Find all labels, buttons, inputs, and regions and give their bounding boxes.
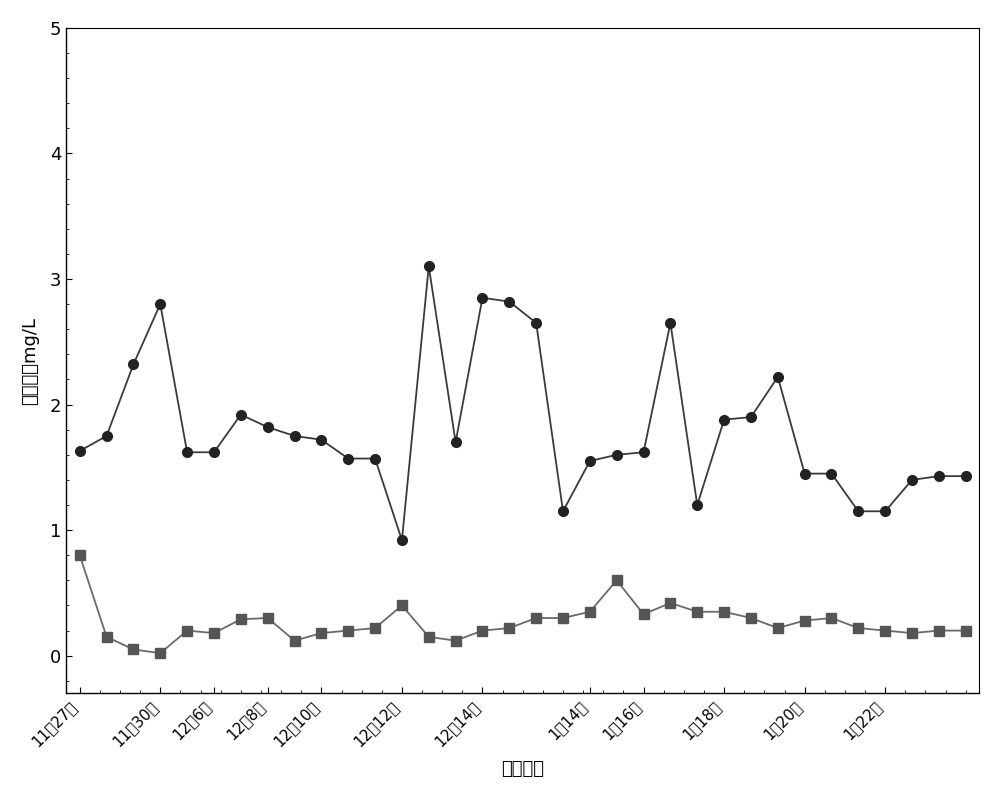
Y-axis label: 氨氮浓度mg/L: 氨氮浓度mg/L — [21, 316, 39, 404]
X-axis label: 实验日期: 实验日期 — [501, 760, 544, 778]
